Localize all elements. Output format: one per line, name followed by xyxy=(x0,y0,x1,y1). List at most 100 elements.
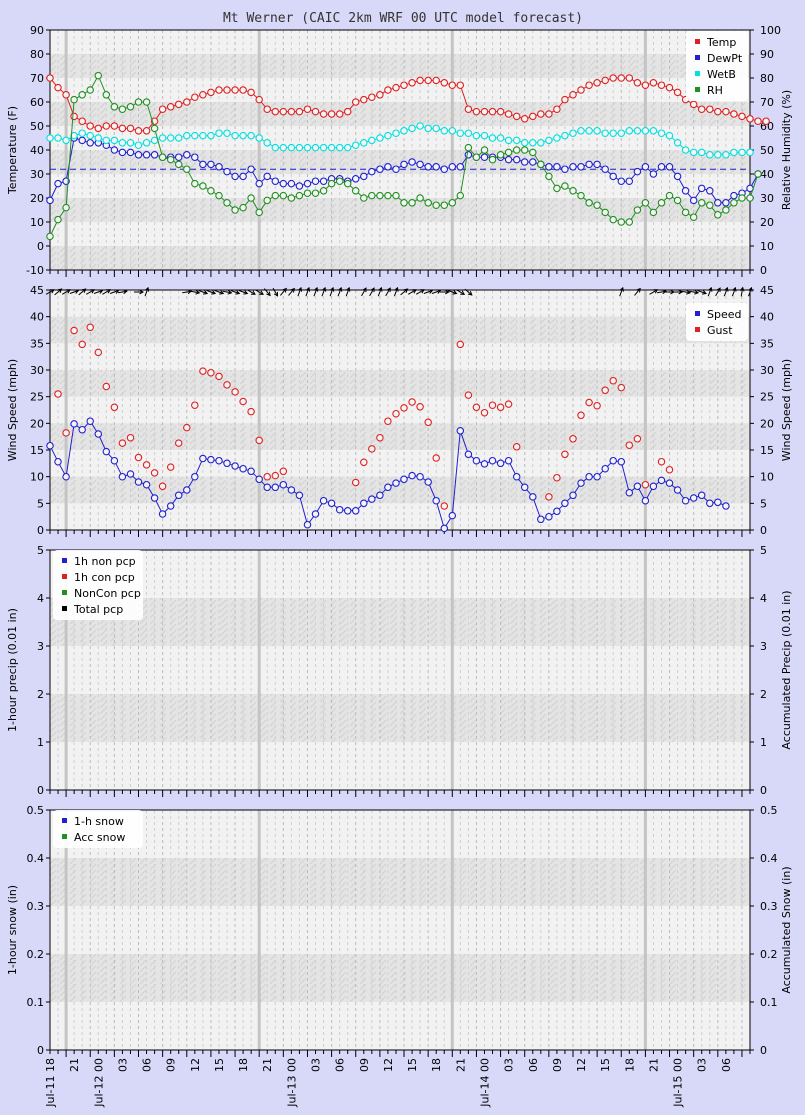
wind-arrow xyxy=(329,286,335,297)
data-point xyxy=(191,179,199,188)
data-point xyxy=(561,450,569,459)
wind-arrow xyxy=(723,286,729,297)
data-point xyxy=(657,163,666,171)
data-point xyxy=(255,179,263,188)
data-point xyxy=(553,473,561,482)
data-point xyxy=(408,124,416,133)
data-point xyxy=(512,443,521,451)
data-point xyxy=(625,218,634,226)
data-point xyxy=(62,136,70,145)
data-point xyxy=(110,403,119,412)
legend-entry: Acc snow xyxy=(74,831,125,844)
data-point xyxy=(134,151,143,159)
data-point xyxy=(673,486,682,494)
wind-arrow xyxy=(61,289,71,295)
data-point xyxy=(617,218,626,226)
data-point xyxy=(416,122,424,130)
data-point xyxy=(545,493,553,501)
data-point xyxy=(158,482,167,491)
data-point xyxy=(384,131,392,140)
wind-direction-arrows xyxy=(45,286,753,297)
data-point xyxy=(585,472,593,481)
data-point xyxy=(569,491,577,500)
data-point xyxy=(295,491,304,500)
data-point xyxy=(537,110,545,118)
legend-entry: Speed xyxy=(707,308,741,321)
grid-band xyxy=(50,246,750,270)
data-point xyxy=(376,433,384,442)
data-point xyxy=(183,486,191,494)
data-point xyxy=(158,105,167,113)
data-point xyxy=(255,436,263,445)
data-point xyxy=(609,215,617,224)
data-point xyxy=(520,483,529,492)
data-point xyxy=(408,471,416,480)
wind-arrow xyxy=(345,286,351,297)
data-point xyxy=(649,79,658,87)
data-point xyxy=(86,86,94,94)
grid-band xyxy=(50,102,750,126)
data-point xyxy=(215,86,223,94)
data-point xyxy=(191,153,199,161)
data-point xyxy=(376,165,384,173)
data-point xyxy=(303,179,312,188)
data-point xyxy=(166,463,175,471)
data-point xyxy=(134,141,143,149)
data-point xyxy=(335,177,344,185)
data-point xyxy=(432,76,440,85)
data-point xyxy=(673,172,682,181)
data-point xyxy=(158,510,167,518)
data-point xyxy=(78,91,86,99)
y-right-tick-label: 30 xyxy=(760,192,774,205)
data-point xyxy=(496,459,505,468)
data-point xyxy=(319,177,328,185)
data-point xyxy=(70,420,78,428)
y-right-tick-label: 0.2 xyxy=(760,948,778,961)
wind-arrow xyxy=(673,289,684,295)
data-point xyxy=(545,136,553,145)
y-tick-label: 1 xyxy=(37,736,44,749)
data-point xyxy=(738,112,746,121)
legend-swatch xyxy=(695,55,700,60)
data-point xyxy=(110,146,119,154)
data-point xyxy=(191,401,199,409)
data-point xyxy=(199,160,207,169)
data-point xyxy=(287,486,296,494)
data-point xyxy=(569,435,577,443)
data-point xyxy=(384,163,392,171)
data-point xyxy=(746,148,754,157)
data-point xyxy=(416,403,424,411)
data-point xyxy=(440,79,449,87)
data-point xyxy=(279,191,288,200)
data-point xyxy=(609,376,617,385)
data-point xyxy=(569,91,577,99)
wind-arrow xyxy=(86,289,95,295)
data-point xyxy=(464,143,473,152)
series-temp xyxy=(46,74,770,135)
data-point xyxy=(593,401,601,410)
data-point xyxy=(529,493,537,501)
data-point xyxy=(730,199,738,207)
data-point xyxy=(54,83,62,92)
y-right-tick-label: 0.5 xyxy=(760,804,778,817)
data-point xyxy=(537,160,545,169)
data-point xyxy=(134,453,143,462)
data-point xyxy=(62,203,70,212)
data-point xyxy=(633,127,642,135)
y-tick-label: 0.4 xyxy=(27,852,45,865)
data-point xyxy=(722,206,730,214)
wind-arrow xyxy=(102,289,112,295)
wind-arrow xyxy=(93,289,104,294)
data-point xyxy=(722,502,730,510)
data-point xyxy=(191,131,199,140)
y-right-tick-label: 0 xyxy=(760,524,767,537)
data-point xyxy=(207,455,215,464)
wind-arrow xyxy=(634,287,641,296)
legend-entry: NonCon pcp xyxy=(74,587,141,600)
data-point xyxy=(488,401,497,409)
data-point xyxy=(593,160,601,169)
data-point xyxy=(553,105,561,113)
data-point xyxy=(529,139,537,147)
data-point xyxy=(657,129,666,137)
data-point xyxy=(360,458,368,467)
